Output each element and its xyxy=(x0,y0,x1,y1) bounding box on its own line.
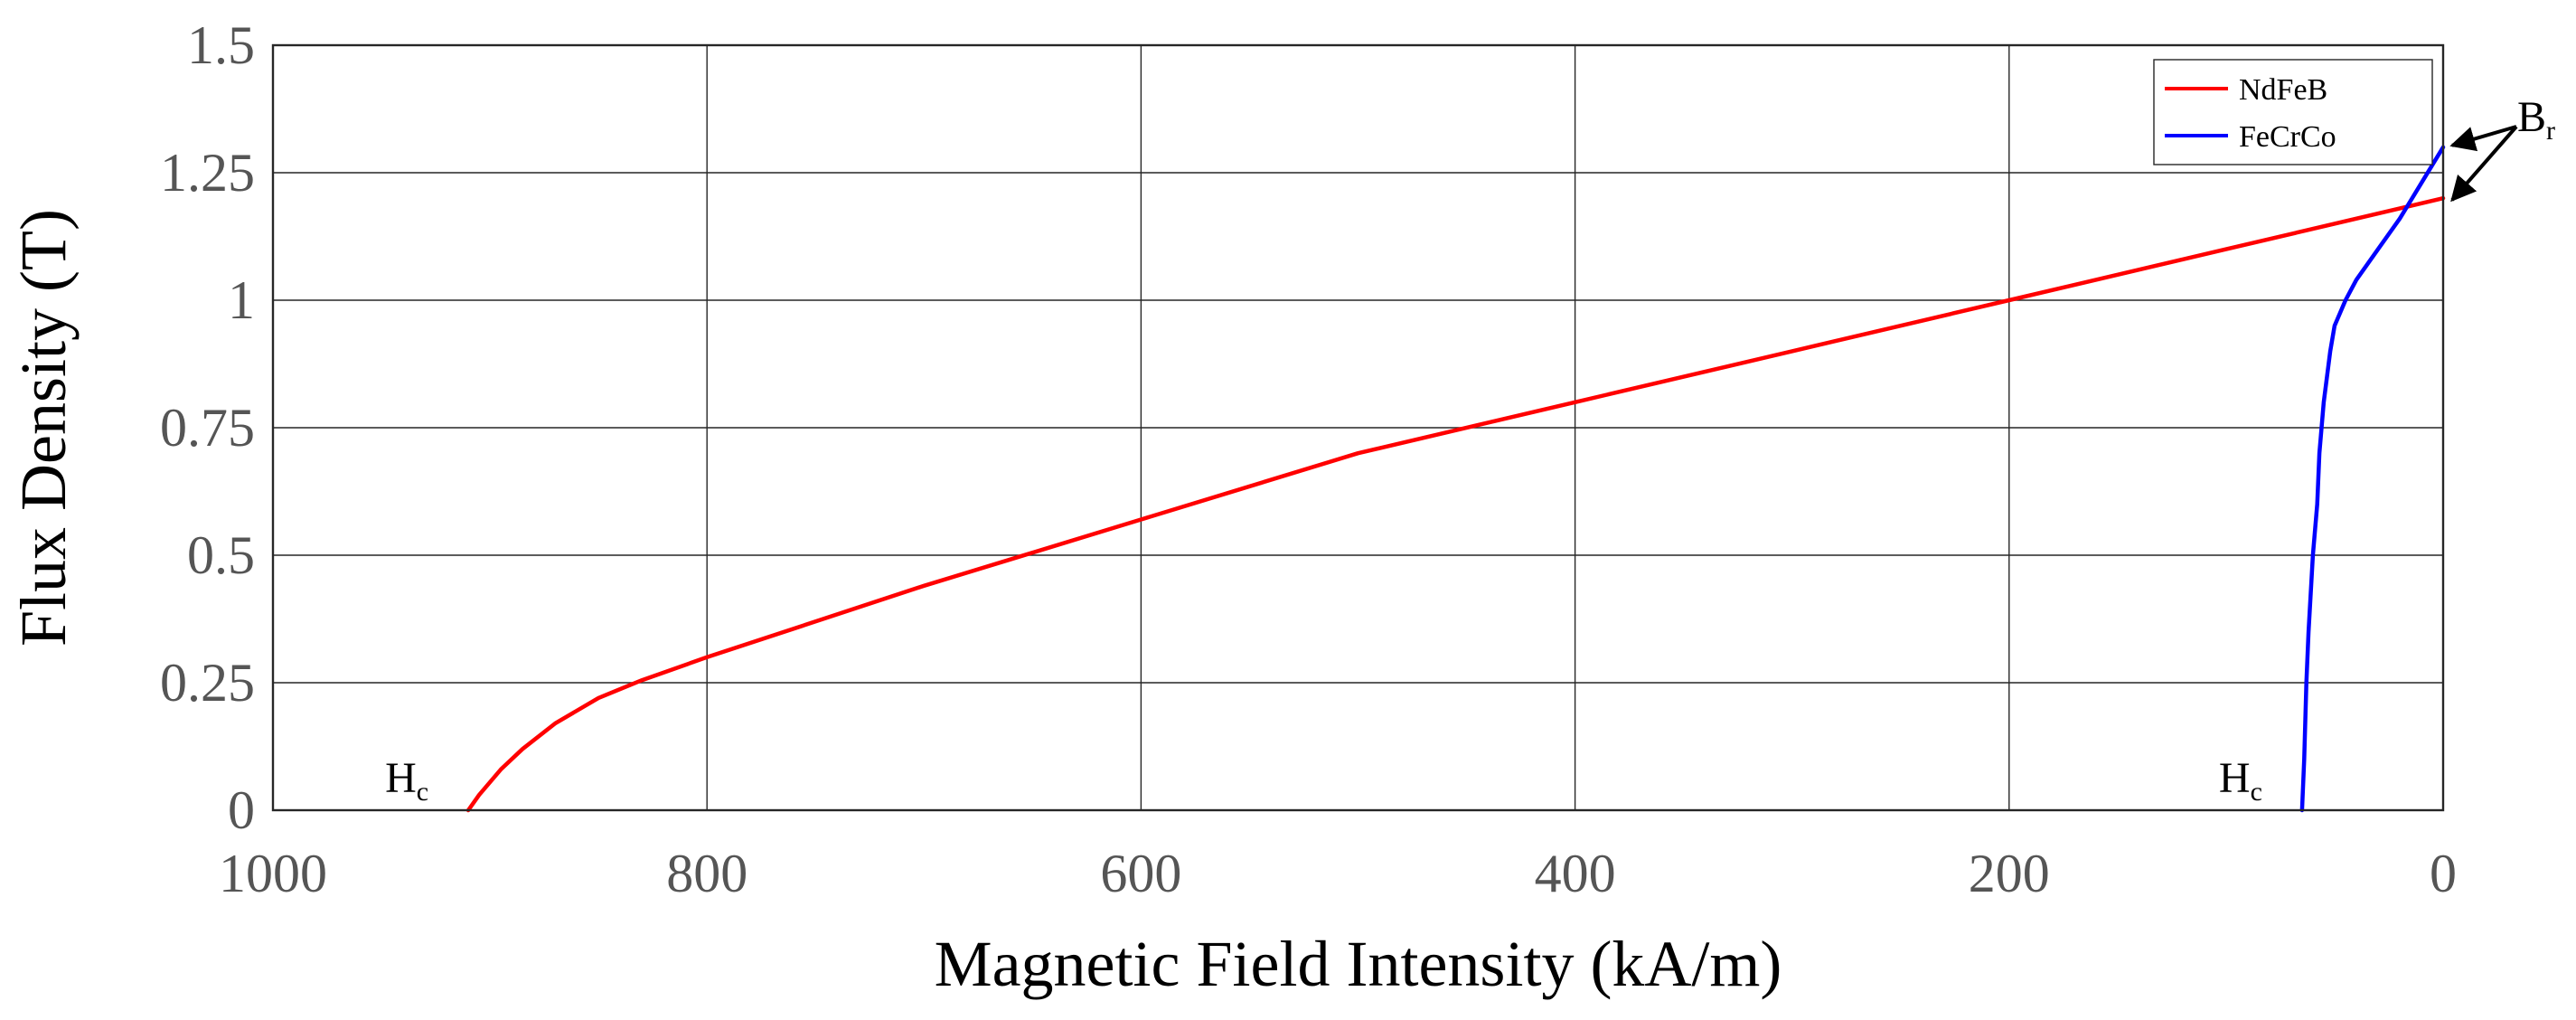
annotation-br-main: B xyxy=(2517,93,2546,141)
annotation-hc-fecrco: Hc xyxy=(2219,754,2262,807)
plot-frame xyxy=(271,43,2445,812)
annotations: Hc Hc Br xyxy=(385,93,2555,807)
annotation-hc-fecrco-main: H xyxy=(2219,754,2251,802)
ticks: 1000 800 600 400 200 0 0 0.25 0.5 0.75 1 1.25 1.5 xyxy=(160,15,2457,903)
br-arrow-blue xyxy=(2449,125,2517,152)
y-tick-label: 1 xyxy=(228,270,255,330)
annotation-br-sub: r xyxy=(2546,116,2555,146)
series-layer xyxy=(465,145,2446,813)
annotation-br: Br xyxy=(2517,93,2555,146)
legend: NdFeB FeCrCo xyxy=(2153,59,2433,165)
legend-label-fecrco: FeCrCo xyxy=(2239,120,2336,154)
br-arrow-red xyxy=(2450,125,2518,203)
y-tick-label: 1.25 xyxy=(160,143,255,203)
annotation-hc-ndfeb: Hc xyxy=(385,754,428,807)
y-axis-label: Flux Density (T) xyxy=(7,209,80,647)
x-tick-label: 200 xyxy=(1969,844,2050,903)
y-tick-label: 0 xyxy=(228,780,255,840)
grid xyxy=(272,44,2444,811)
x-tick-label: 600 xyxy=(1100,844,1181,903)
x-tick-label: 1000 xyxy=(219,844,327,903)
y-tick-label: 0.75 xyxy=(160,398,255,458)
annotation-hc-fecrco-sub: c xyxy=(2251,777,2262,807)
legend-box xyxy=(2153,59,2433,165)
series-line-ndfeb xyxy=(465,195,2446,813)
y-tick-label: 0.25 xyxy=(160,653,255,713)
y-tick-label: 0.5 xyxy=(187,525,255,585)
x-tick-label: 800 xyxy=(666,844,747,903)
x-tick-label: 0 xyxy=(2430,844,2457,903)
annotation-hc-ndfeb-sub: c xyxy=(417,777,428,807)
series-line-fecrco xyxy=(2299,145,2446,813)
x-axis-label: Magnetic Field Intensity (kA/m) xyxy=(935,928,1782,1000)
legend-label-ndfeb: NdFeB xyxy=(2239,73,2327,107)
annotation-hc-ndfeb-main: H xyxy=(385,754,417,802)
x-tick-label: 400 xyxy=(1535,844,1616,903)
y-tick-label: 1.5 xyxy=(187,15,255,75)
